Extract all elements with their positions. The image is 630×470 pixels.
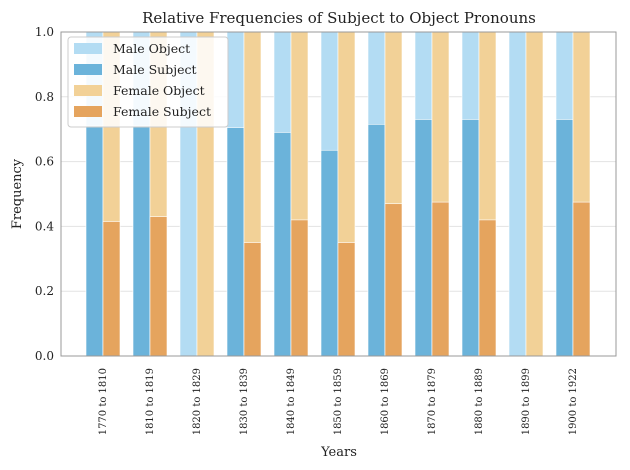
bar-female-subject bbox=[337, 242, 356, 357]
x-tick-label: 1890 to 1899 bbox=[521, 368, 532, 435]
y-axis-ticks: 0.0 0.2 0.4 0.6 0.8 1.0 bbox=[35, 25, 54, 363]
x-tick-label: 1870 to 1879 bbox=[427, 368, 438, 435]
bar-male-subject bbox=[461, 119, 480, 357]
y-axis-label: Frequency bbox=[10, 158, 25, 229]
bars bbox=[85, 31, 591, 357]
bar-female-subject bbox=[102, 221, 121, 357]
bar-male-subject bbox=[367, 124, 386, 357]
x-tick-label: 1820 to 1829 bbox=[192, 368, 203, 435]
x-tick-label: 1810 to 1819 bbox=[145, 368, 156, 435]
plot-frame bbox=[60, 31, 617, 357]
x-axis-ticks: 1770 to 1810 1810 to 1819 1820 to 1829 1830… bbox=[98, 368, 579, 435]
y-tick-label: 0.0 bbox=[35, 349, 54, 363]
legend-swatch bbox=[74, 85, 102, 96]
y-tick-label: 1.0 bbox=[35, 25, 54, 39]
bar-female-subject bbox=[384, 203, 403, 357]
x-tick-label: 1830 to 1839 bbox=[239, 368, 250, 435]
x-tick-label: 1840 to 1849 bbox=[286, 368, 297, 435]
bar-male-subject bbox=[132, 125, 151, 357]
bar-male-subject bbox=[273, 132, 292, 357]
bar-female-subject bbox=[243, 242, 262, 357]
bar-male-subject bbox=[414, 119, 433, 357]
bar-male-object bbox=[508, 31, 527, 357]
x-tick-label: 1770 to 1810 bbox=[98, 368, 109, 435]
x-tick-label: 1850 to 1859 bbox=[333, 368, 344, 435]
legend-label: Male Subject bbox=[113, 62, 197, 77]
bar-male-subject bbox=[85, 125, 104, 357]
legend-label: Female Object bbox=[113, 83, 205, 98]
legend-box bbox=[67, 36, 229, 128]
bar-male-subject bbox=[320, 149, 339, 357]
bar-female-object bbox=[525, 31, 544, 357]
legend-label: Female Subject bbox=[113, 104, 211, 119]
bar-female-subject bbox=[149, 216, 168, 357]
x-tick-label: 1900 to 1922 bbox=[568, 368, 579, 435]
bar-female-subject bbox=[290, 219, 309, 357]
bar-female-subject bbox=[431, 201, 450, 357]
x-axis-label: Years bbox=[320, 445, 357, 460]
legend: Male Object Male Subject Female Object Fema… bbox=[67, 36, 229, 128]
bar-female-subject bbox=[572, 201, 591, 357]
x-tick-label: 1860 to 1869 bbox=[380, 368, 391, 435]
bar-female-subject bbox=[478, 219, 497, 357]
legend-swatch bbox=[74, 64, 102, 75]
x-tick-label: 1880 to 1889 bbox=[474, 368, 485, 435]
legend-label: Male Object bbox=[113, 41, 190, 56]
y-tick-label: 0.8 bbox=[35, 90, 54, 104]
chart-title: Relative Frequencies of Subject to Objec… bbox=[142, 9, 536, 27]
legend-swatch bbox=[74, 43, 102, 54]
y-tick-label: 0.2 bbox=[35, 284, 54, 298]
y-tick-label: 0.4 bbox=[35, 219, 54, 233]
legend-swatch bbox=[74, 106, 102, 117]
y-tick-label: 0.6 bbox=[35, 155, 54, 169]
bar-male-subject bbox=[555, 119, 574, 357]
bar-male-subject bbox=[226, 127, 245, 357]
